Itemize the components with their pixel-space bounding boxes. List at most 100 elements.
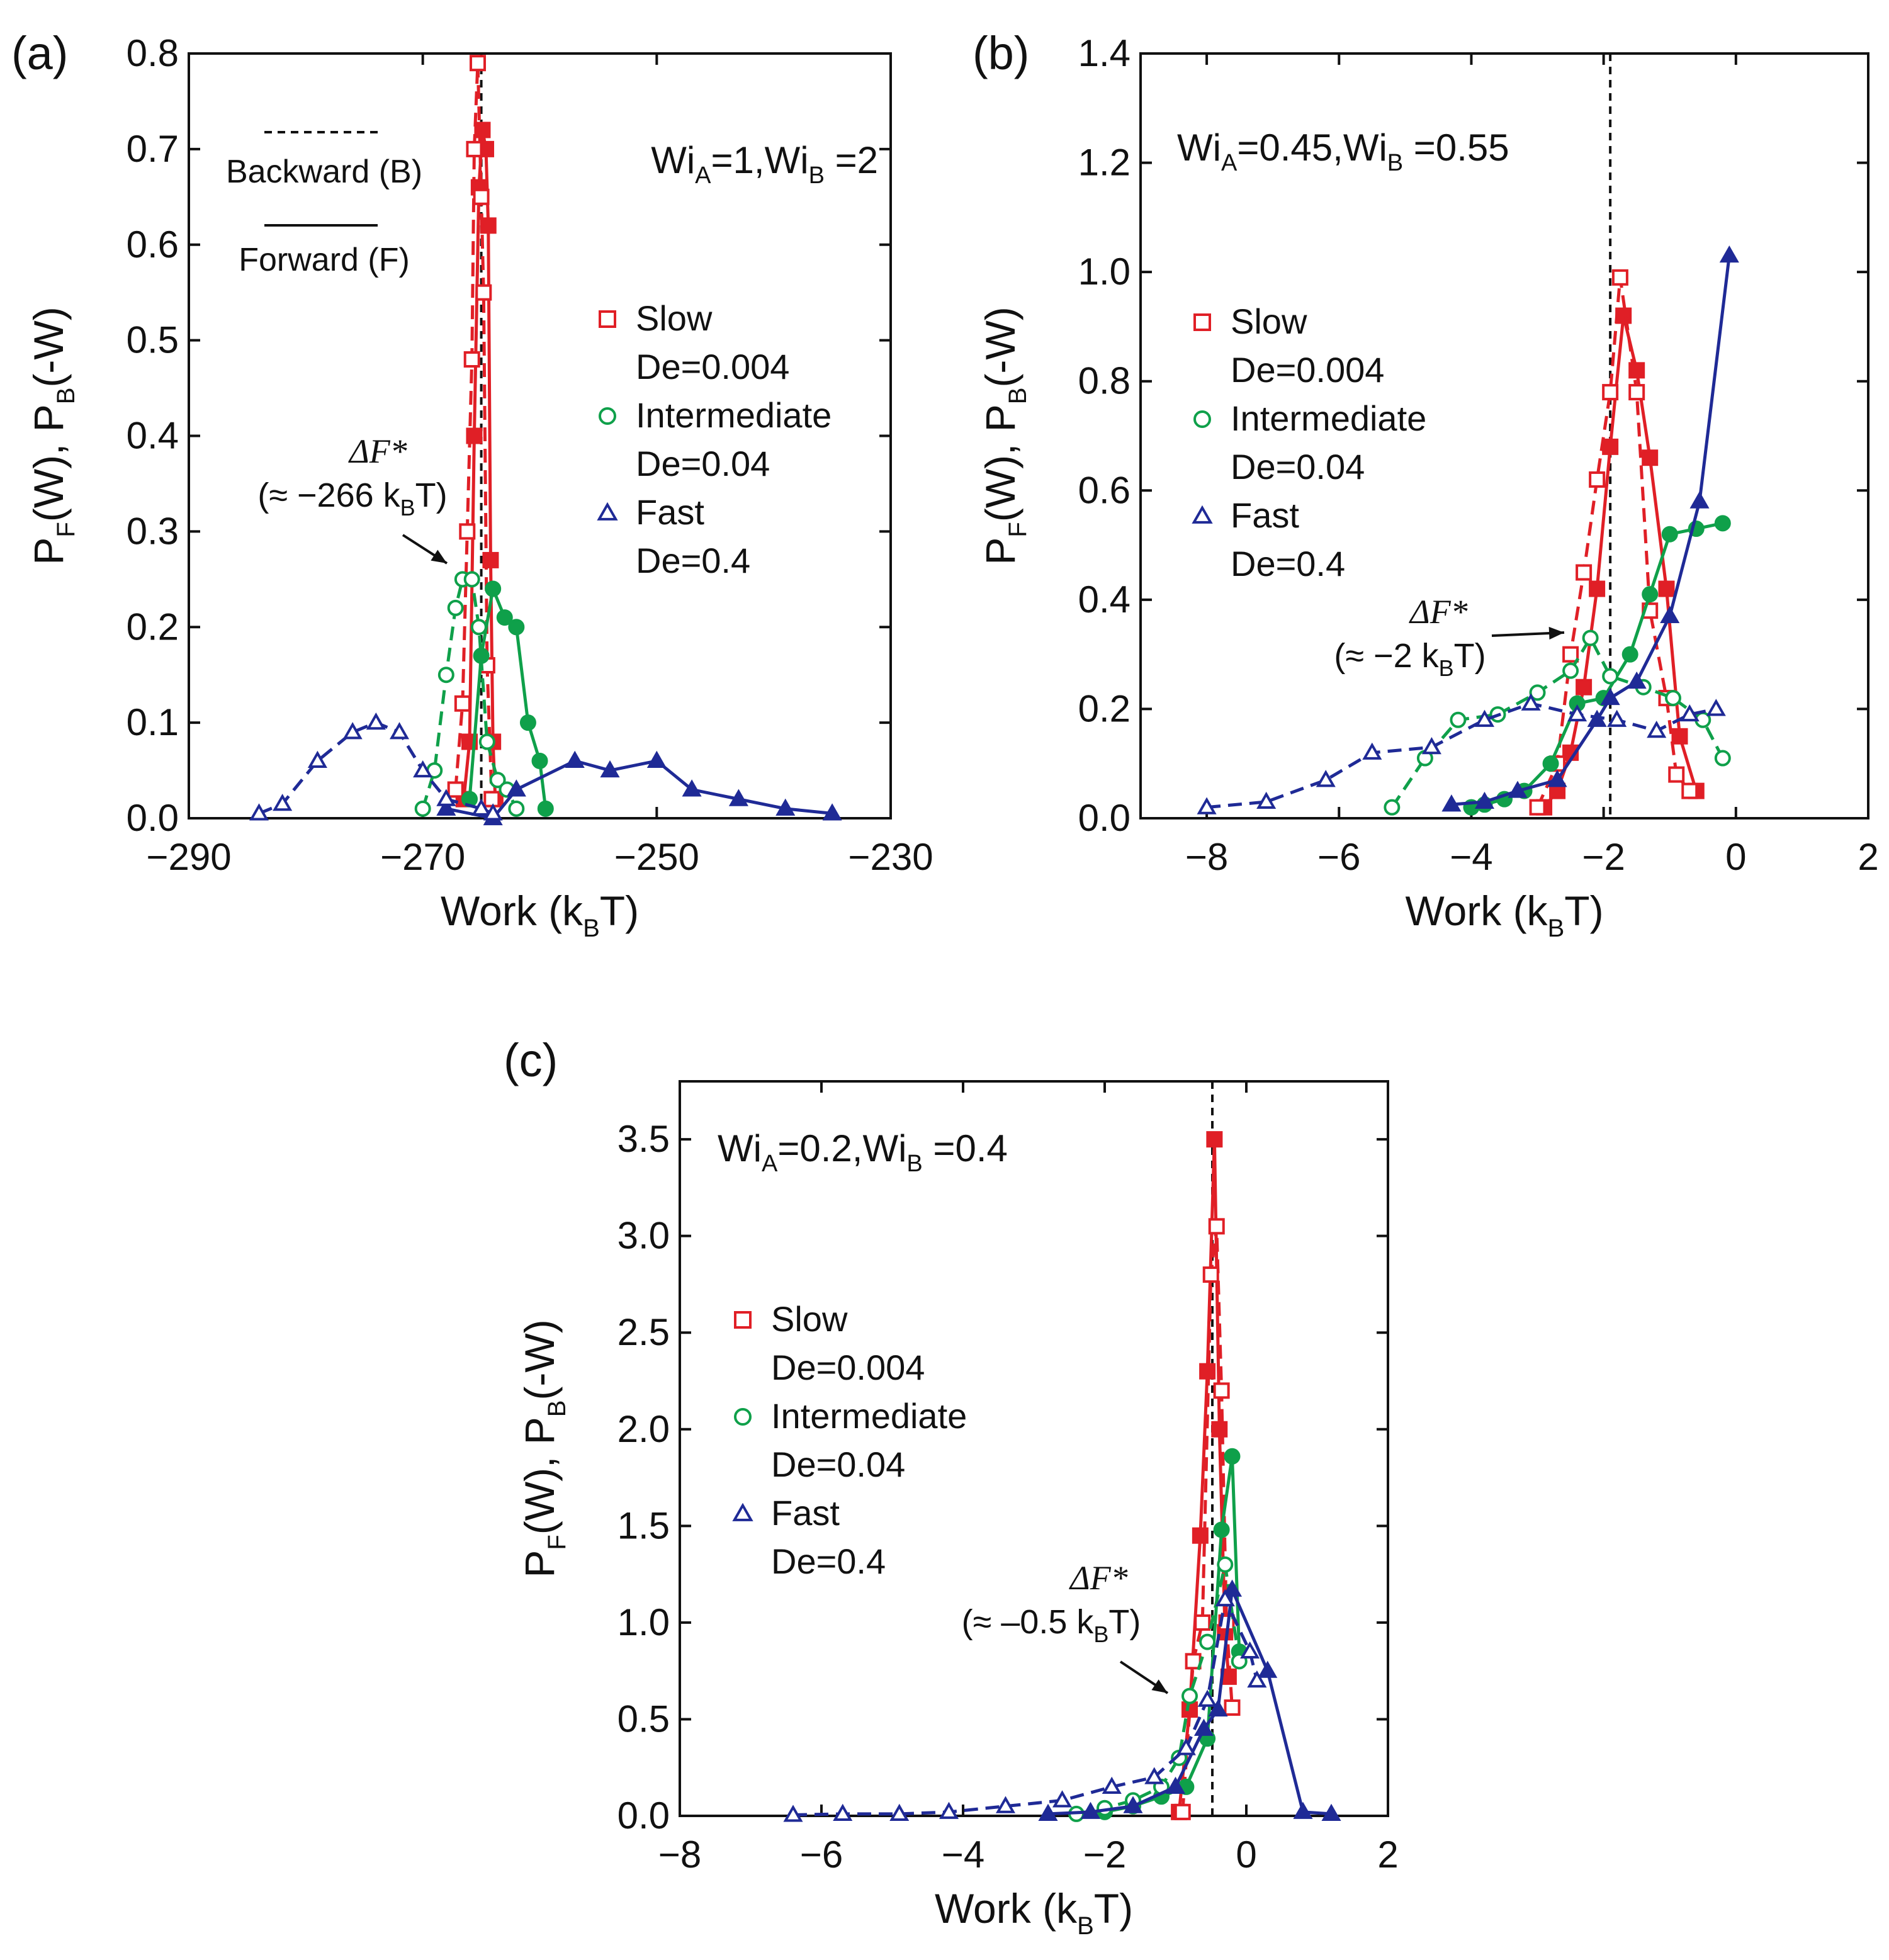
- legend-de-intermediate: De=0.04: [771, 1445, 905, 1484]
- data-point: [1542, 755, 1559, 772]
- data-point: [833, 1803, 853, 1822]
- y-tick-label: 0.8: [1078, 360, 1131, 402]
- data-point: [473, 188, 490, 205]
- data-point: [1384, 799, 1401, 816]
- y-tick-label: 3.0: [617, 1215, 670, 1257]
- data-point: [413, 760, 433, 778]
- legend-de-slow: De=0.004: [636, 347, 789, 386]
- data-point: [470, 55, 487, 72]
- annotation-arrowhead: [431, 549, 447, 563]
- data-point: [1621, 646, 1638, 663]
- legend-de-fast: De=0.4: [1231, 544, 1345, 583]
- data-point: [1181, 1687, 1198, 1704]
- legend-marker-slow: [599, 310, 616, 328]
- y-tick-label: 2.0: [617, 1408, 670, 1450]
- data-point: [1562, 662, 1579, 679]
- legend-de-slow: De=0.004: [771, 1348, 925, 1387]
- data-point: [1660, 605, 1680, 623]
- y-tick-label: 0.1: [127, 701, 179, 743]
- data-point: [1689, 491, 1710, 509]
- data-point: [483, 791, 500, 808]
- data-point: [1206, 1131, 1223, 1148]
- x-tick-label: −6: [800, 1833, 843, 1876]
- series-fast-forward: [436, 750, 842, 826]
- x-tick-label: 2: [1858, 836, 1878, 878]
- data-point: [1474, 791, 1495, 809]
- data-point: [995, 1796, 1016, 1813]
- data-point: [682, 779, 702, 797]
- y-tick-label: 0.5: [127, 319, 179, 361]
- x-tick-label: −6: [1317, 836, 1360, 878]
- y-tick-label: 0.4: [1078, 578, 1131, 621]
- data-point: [1642, 449, 1659, 466]
- panel-label: (b): [973, 27, 1029, 79]
- data-point: [1080, 1801, 1101, 1819]
- legend-de-intermediate: De=0.04: [636, 444, 770, 483]
- data-point: [447, 599, 464, 616]
- data-point: [273, 794, 293, 811]
- legend: Slow De=0.004 Intermediate De=0.04 Fast De=0.…: [1192, 301, 1426, 583]
- data-point: [436, 798, 456, 816]
- data-point: [1521, 693, 1541, 711]
- data-point: [1293, 1801, 1313, 1819]
- data-point: [471, 798, 492, 816]
- data-point: [1247, 1670, 1267, 1688]
- data-point: [1193, 1718, 1214, 1736]
- legend-label-intermediate: Intermediate: [1231, 398, 1426, 438]
- series-intermediate-forward: [461, 580, 554, 817]
- data-point: [1450, 711, 1467, 728]
- wi-label: WiA=0.2,WiB =0.4: [718, 1127, 1008, 1177]
- data-point: [1213, 1382, 1230, 1399]
- legend-marker-slow: [734, 1311, 752, 1329]
- series-line: [454, 63, 493, 799]
- legend-label-slow: Slow: [1231, 301, 1307, 341]
- data-point: [1679, 704, 1700, 722]
- data-point: [1529, 684, 1546, 701]
- data-point: [342, 722, 363, 740]
- y-tick-label: 0.7: [127, 128, 179, 170]
- data-point: [1240, 1641, 1260, 1659]
- data-point: [1600, 687, 1620, 706]
- y-tick-label: 0.6: [127, 223, 179, 266]
- plot-frame: [679, 1080, 1389, 1817]
- data-point: [1576, 679, 1593, 696]
- data-point: [463, 571, 480, 588]
- data-point: [1529, 799, 1546, 816]
- data-point: [1719, 245, 1739, 263]
- x-tick-label: −4: [942, 1833, 984, 1876]
- series-line: [462, 130, 497, 799]
- data-point: [1681, 782, 1698, 799]
- data-point: [483, 803, 503, 821]
- legend: Slow De=0.004 Intermediate De=0.04 Fast De=0.…: [732, 1299, 967, 1581]
- x-tick-label: −250: [614, 836, 699, 878]
- data-point: [1174, 1803, 1191, 1820]
- data-point: [1176, 1738, 1196, 1755]
- data-point: [470, 619, 487, 636]
- data-point: [939, 1801, 959, 1819]
- style-legend: Backward (B) Forward (F): [226, 131, 422, 278]
- y-tick-label: 1.0: [1078, 251, 1131, 293]
- data-point: [496, 609, 513, 626]
- delta-f-value: (≈ –0.5 kBT): [962, 1603, 1141, 1647]
- y-tick-label: 0.6: [1078, 469, 1131, 511]
- legend-label-intermediate: Intermediate: [636, 395, 832, 435]
- data-point: [1224, 1699, 1241, 1716]
- legend-label-fast: Fast: [636, 492, 704, 532]
- data-point: [1208, 1699, 1228, 1717]
- data-point: [1102, 1776, 1122, 1794]
- delta-f-symbol: ΔF*: [348, 432, 407, 470]
- data-point: [1144, 1767, 1164, 1784]
- series-line: [1470, 521, 1723, 809]
- delta-f-annotation: ΔF* (≈ −2 kBT): [1334, 593, 1565, 681]
- data-point: [1256, 791, 1277, 809]
- data-point: [1194, 1614, 1211, 1631]
- data-point: [1627, 671, 1647, 689]
- series-line: [446, 759, 833, 820]
- y-tick-label: 3.5: [617, 1118, 670, 1160]
- data-point: [1215, 1589, 1235, 1607]
- data-point: [1628, 384, 1645, 401]
- data-point: [1165, 1776, 1186, 1794]
- data-point: [1607, 709, 1627, 727]
- data-point: [1611, 269, 1628, 286]
- x-tick-label: −8: [1185, 836, 1228, 878]
